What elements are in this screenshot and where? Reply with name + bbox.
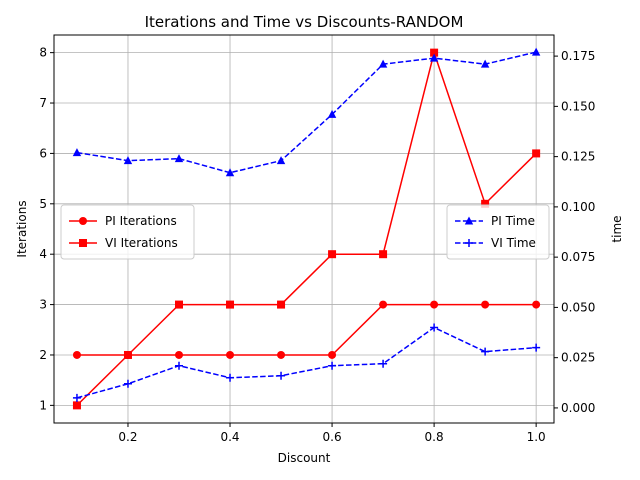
x-tick-label: 0.6: [323, 430, 342, 444]
data-point-pi-time: [531, 47, 541, 56]
series-line-vi-iterations: [76, 49, 537, 406]
legend-time: PI Time VI Time: [446, 204, 550, 260]
y-right-tick-label: 0.175: [561, 49, 595, 63]
data-point-pi-time: [276, 156, 286, 165]
data-point-pi-iterations: [379, 300, 388, 309]
y-left-tick-label: 1: [39, 398, 47, 412]
data-point-pi-iterations: [226, 350, 235, 359]
data-point-pi-time: [72, 148, 82, 157]
y-left-tick-label: 5: [39, 197, 47, 211]
x-tick-label: 1.0: [527, 430, 546, 444]
data-point-pi-iterations: [277, 350, 286, 359]
y-left-tick-label: 3: [39, 298, 47, 312]
y-right-tick-label: 0.075: [561, 250, 595, 264]
y-right-tick-label: 0.100: [561, 200, 595, 214]
x-tick-label: 0.2: [118, 430, 137, 444]
data-point-pi-iterations: [328, 350, 337, 359]
data-point-vi-time: [430, 323, 439, 332]
series-layer: [72, 47, 541, 410]
legend-frame: [60, 204, 195, 260]
y-right-tick-label: 0.150: [561, 99, 595, 113]
data-point-vi-time: [123, 379, 132, 388]
series-line-pi-iterations: [76, 303, 537, 356]
data-point-pi-iterations: [175, 350, 183, 359]
x-tick-label: 0.8: [425, 430, 444, 444]
y-left-tick-label: 7: [39, 96, 47, 110]
data-point-pi-time: [123, 156, 133, 165]
data-point-vi-time: [328, 361, 337, 370]
data-point-pi-iterations: [430, 300, 439, 309]
data-point-pi-time: [429, 53, 439, 62]
legend-marker: [465, 239, 473, 247]
data-point-pi-iterations: [72, 350, 81, 359]
series-line-vi-time: [76, 326, 537, 399]
data-point-vi-iterations: [277, 300, 286, 309]
data-point-vi-iterations: [123, 350, 132, 359]
data-point-vi-iterations: [72, 401, 81, 410]
y-axis-right-label: time: [610, 215, 624, 242]
data-point-pi-time: [225, 168, 235, 177]
data-point-pi-time: [480, 59, 490, 68]
series-pi-time: [72, 47, 541, 177]
data-point-pi-iterations: [481, 300, 490, 309]
x-axis-label: Discount: [278, 451, 331, 465]
data-point-pi-iterations: [532, 300, 541, 309]
data-point-pi-time: [174, 154, 184, 163]
y-left-tick-label: 4: [39, 247, 47, 261]
series-line-pi-time: [76, 51, 537, 174]
data-point-vi-time: [175, 361, 183, 370]
y-right-tick-label: 0.050: [561, 300, 595, 314]
data-point-vi-iterations: [430, 48, 439, 57]
data-point-vi-time: [277, 371, 286, 380]
legend-label: PI Iterations: [105, 214, 177, 228]
y-left-tick-label: 8: [39, 46, 47, 60]
series-vi-iterations: [72, 48, 541, 410]
y-axis-left-label: Iterations: [15, 200, 29, 257]
chart-title: Iterations and Time vs Discounts-RANDOM: [145, 13, 464, 31]
data-point-vi-iterations: [226, 300, 235, 309]
data-point-pi-time: [327, 109, 337, 118]
legend-marker: [79, 217, 87, 225]
data-point-vi-time: [532, 343, 541, 352]
y-right-tick-label: 0.025: [561, 351, 595, 365]
legend-iterations: PI Iterations VI Iterations: [60, 204, 195, 260]
legend-label: PI Time: [491, 214, 535, 228]
series-vi-time: [72, 323, 541, 402]
y-right-tick-label: 0.125: [561, 150, 595, 164]
y-right-tick-label: 0.000: [561, 401, 595, 415]
legend-frame: [446, 204, 550, 260]
data-point-vi-time: [226, 373, 235, 382]
x-tick-label: 0.4: [220, 430, 239, 444]
series-pi-iterations: [72, 300, 541, 359]
plot-frame: [53, 34, 555, 424]
legend-marker: [79, 239, 87, 247]
data-point-vi-iterations: [328, 250, 337, 259]
legend-label: VI Iterations: [105, 236, 178, 250]
y-left-tick-label: 6: [39, 146, 47, 160]
legend-marker: [464, 216, 474, 225]
data-point-pi-time: [378, 59, 388, 68]
data-point-vi-iterations: [379, 250, 388, 259]
data-point-vi-time: [379, 359, 388, 368]
data-point-vi-time: [481, 347, 490, 356]
data-point-vi-iterations: [481, 199, 490, 208]
data-point-vi-time: [72, 393, 81, 402]
ticks: 0.2 0.4 0.6 0.8 1.0 1 2 3 4 5 6 7 8 0.000 0.025 0.050 0.…: [39, 46, 595, 444]
legend-label: VI Time: [491, 236, 536, 250]
y-left-tick-label: 2: [39, 348, 47, 362]
data-point-vi-iterations: [532, 149, 541, 158]
data-point-vi-iterations: [175, 300, 183, 309]
